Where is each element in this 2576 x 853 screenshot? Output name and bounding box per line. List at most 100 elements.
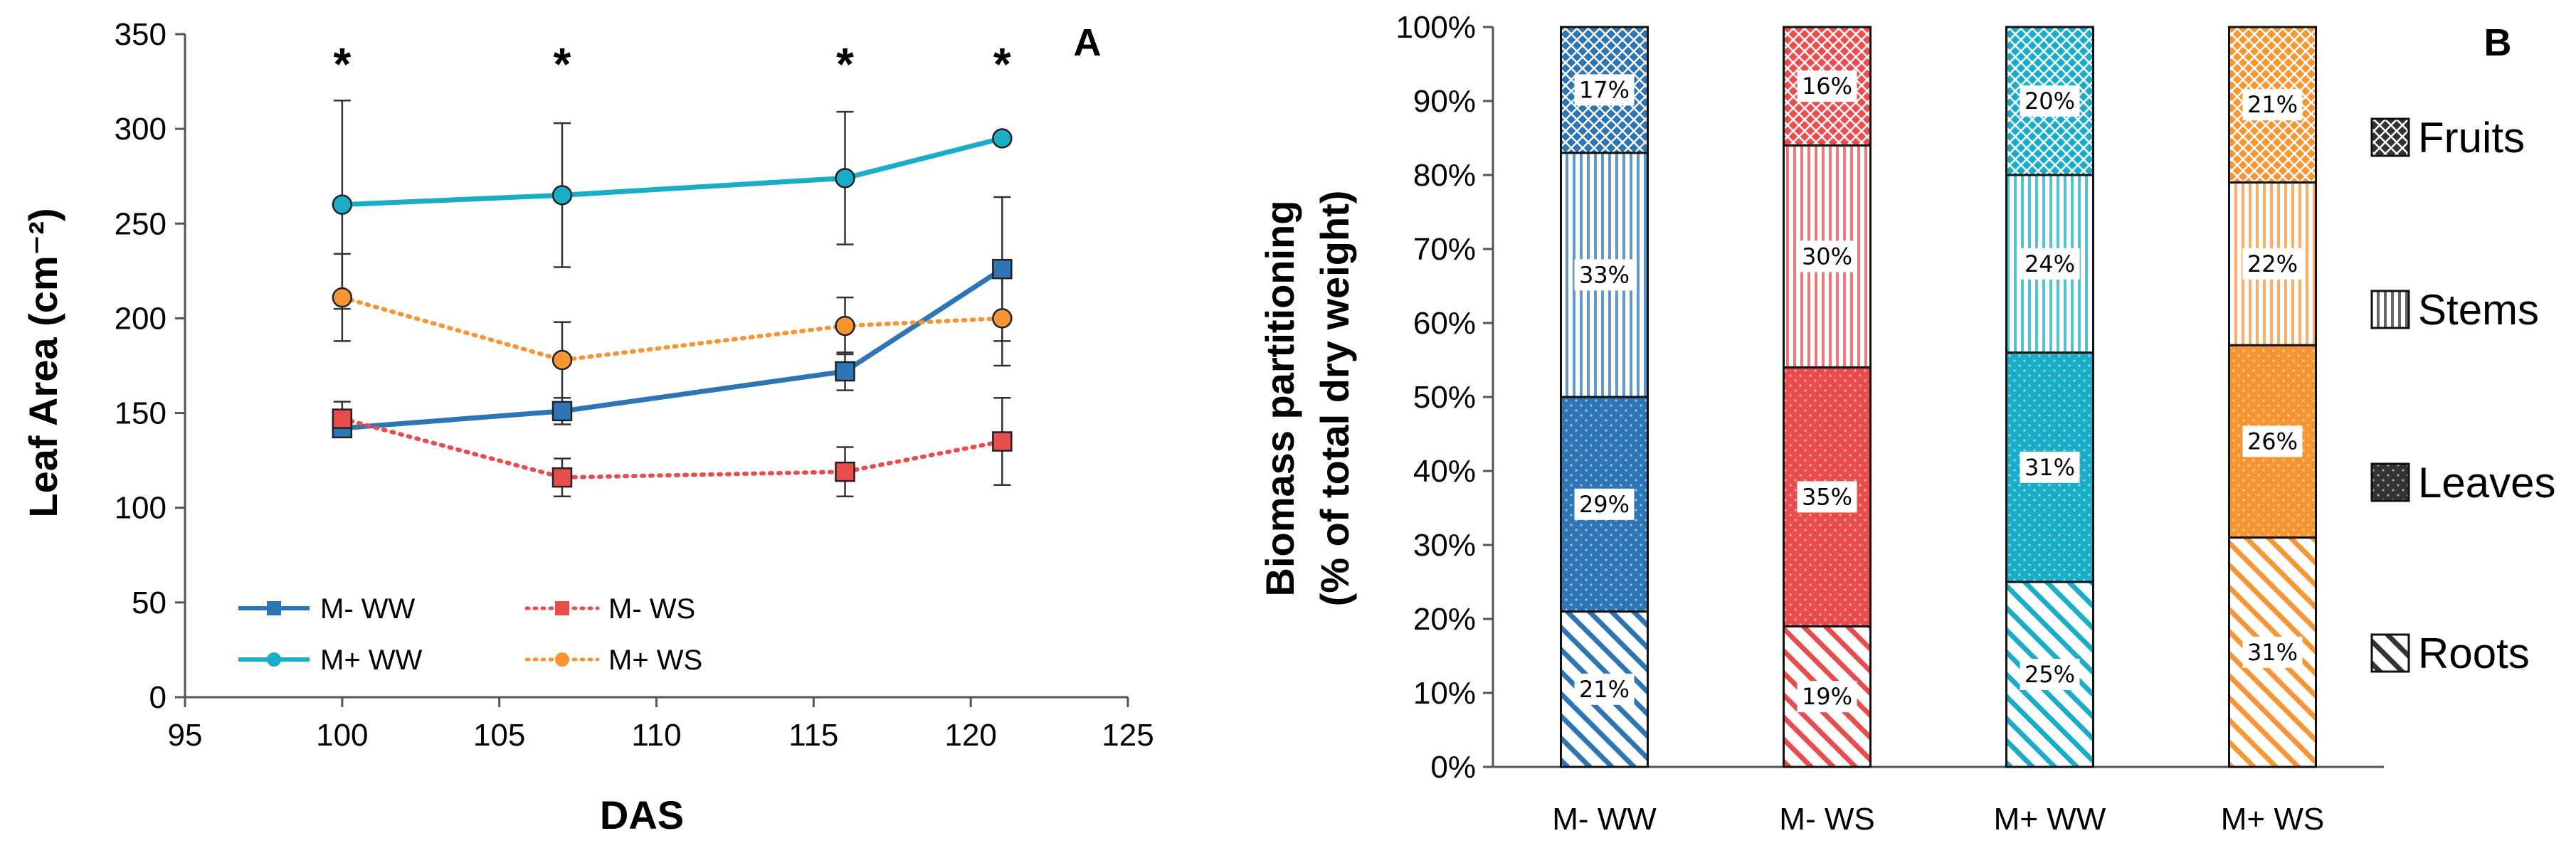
panel-a-series-lines [339,136,1005,480]
bar-label-box [1797,70,1857,102]
legend-marker-m-ww [267,652,281,667]
legend-marker-m-ww [267,601,281,615]
bar-label-m-ww-fruits: 17% [1579,76,1630,103]
bar-label-box [1797,240,1857,272]
data-point-m-ww [551,401,573,422]
data-point-m-ww [835,168,855,189]
bar-label-m-ww-roots: 21% [1579,676,1630,703]
panel-a-y-tick-label: 100 [115,491,167,526]
legend-swatch-leaves [2370,462,2410,502]
data-point-m-ws [332,287,353,308]
bar-label-m-ww-fruits: 20% [2025,88,2075,115]
panel-a-x-axis-title: DAS [600,793,684,837]
bar-label-box [2242,89,2303,121]
panel-a-x-tick-label: 120 [944,718,996,753]
data-point-m-ws [551,349,573,371]
bar-label-m-ws-roots: 31% [2247,639,2298,666]
panel-a-significance: * * * * [333,38,1011,90]
panel-b-y-tick-label: 60% [1413,306,1476,341]
x-category-label-m-ws: M+ WS [2221,802,2324,837]
bar-label-m-ws-leaves: 35% [1802,483,1852,510]
panel-a-y-tick-label: 150 [115,396,167,431]
legend-marker-m-ws [555,652,569,667]
panel-b-x-categories: M- WW M- WS M+ WW M+ WS [1552,802,2324,837]
panel-a-y-ticks: 0 50 100 150 200 250 300 350 [115,17,185,715]
x-category-label-m-ww: M- WW [1552,802,1657,837]
data-point-m-ws [332,408,353,429]
series-line-m-ws [339,416,1005,480]
legend-marker-m-ws [555,601,569,615]
panel-b-y-tick-label: 0% [1430,750,1476,785]
bar-label-m-ww-stems: 24% [2025,250,2075,277]
bar-label-box [1574,259,1635,291]
bar-label-box [2242,636,2303,668]
panel-b-y-ticks: 0% 10% 20% 30% 40% 50% 60% 70% 80% 90% 100% [1395,10,1493,785]
bar-label-box [1574,488,1635,520]
data-point-m-ws [992,308,1013,329]
bar-label-box [2020,248,2080,280]
panel-a-legend: M- WW M- WS M+ WW M+ WS [238,593,702,676]
panel-b-y-tick-label: 30% [1413,528,1476,563]
legend-label-m-ww: M- WW [320,593,416,625]
legend-label-m-ws: M+ WS [608,645,702,676]
series-line-m-ww [342,267,1004,431]
bar-label-box [2020,85,2080,117]
data-point-m-ww [332,194,353,215]
bar-label-m-ws-fruits: 21% [2247,91,2298,118]
x-category-label-m-ws: M- WS [1779,802,1874,837]
legend-label-m-ww: M+ WW [320,645,423,676]
bar-label-box [2242,425,2303,457]
panel-b-y-tick-label: 80% [1413,158,1476,193]
significance-star: * [333,38,351,90]
panel-b-y-tick-label: 20% [1413,602,1476,637]
panel-a-line-chart: 0 50 100 150 200 250 300 350 95 100 105 110 115 120 1… [21,17,1154,837]
series-line-m-ww [342,136,1003,208]
data-point-m-ws [551,467,573,488]
legend-swatch-stems [2370,290,2410,329]
significance-star: * [993,38,1011,90]
legend-label-stems: Stems [2418,286,2539,334]
panel-b-bars: 21% 29% 33% 17% 19% 35% 30% 16% 25% 31% 24% 20% 31% 2… [1560,26,2317,768]
panel-b-legend: Fruits Stems Leaves Roots [2370,114,2555,677]
x-category-label-m-ww: M+ WW [1994,802,2106,837]
panel-a-letter: A [1074,21,1102,64]
bar-label-box [2020,659,2080,690]
panel-a-x-tick-label: 125 [1102,718,1154,753]
panel-b-y-tick-label: 70% [1413,232,1476,267]
legend-label-roots: Roots [2418,630,2530,677]
panel-b-letter: B [2484,21,2512,64]
panel-a-y-tick-label: 250 [115,206,167,241]
legend-swatch-fruits [2370,117,2410,157]
panel-a-y-axis-title: Leaf Area (cm⁻²) [21,208,65,517]
panel-b-y-axis-title-line1: Biomass partitioning [1257,201,1302,597]
data-point-m-ws [835,315,855,337]
panel-b-y-tick-label: 90% [1413,84,1476,119]
panel-a-x-ticks: 95 100 105 110 115 120 125 [168,697,1154,753]
panel-b-y-tick-label: 40% [1413,454,1476,489]
bar-label-m-ww-leaves: 31% [2025,454,2075,481]
bar-label-box [1797,681,1857,713]
panel-a-x-tick-label: 95 [168,718,203,753]
legend-label-leaves: Leaves [2418,459,2555,507]
panel-b-stacked-bar-chart: 0% 10% 20% 30% 40% 50% 60% 70% 80% 90% 100% 21% 29%… [1257,10,2555,837]
bar-label-m-ws-leaves: 26% [2247,428,2298,455]
panel-a-y-tick-label: 200 [115,301,167,336]
panel-a-x-tick-label: 115 [788,718,838,753]
bar-label-box [1797,481,1857,513]
legend-label-fruits: Fruits [2418,114,2525,161]
panel-a-y-tick-label: 350 [115,17,167,52]
data-point-m-ww [992,258,1013,280]
panel-a-x-tick-label: 100 [316,718,368,753]
panel-a-markers [332,128,1013,488]
panel-b-y-tick-label: 10% [1413,676,1476,711]
significance-star: * [836,38,854,90]
data-point-m-ws [992,431,1013,452]
panel-a-y-tick-label: 50 [132,586,167,620]
panel-b-y-tick-label: 100% [1395,10,1476,45]
panel-b-y-tick-label: 50% [1413,380,1476,415]
bar-label-m-ww-stems: 33% [1579,261,1630,288]
legend-swatch-roots [2370,633,2410,673]
bar-label-box [2020,451,2080,483]
data-point-m-ww [835,361,855,382]
bar-label-box [2242,248,2303,280]
